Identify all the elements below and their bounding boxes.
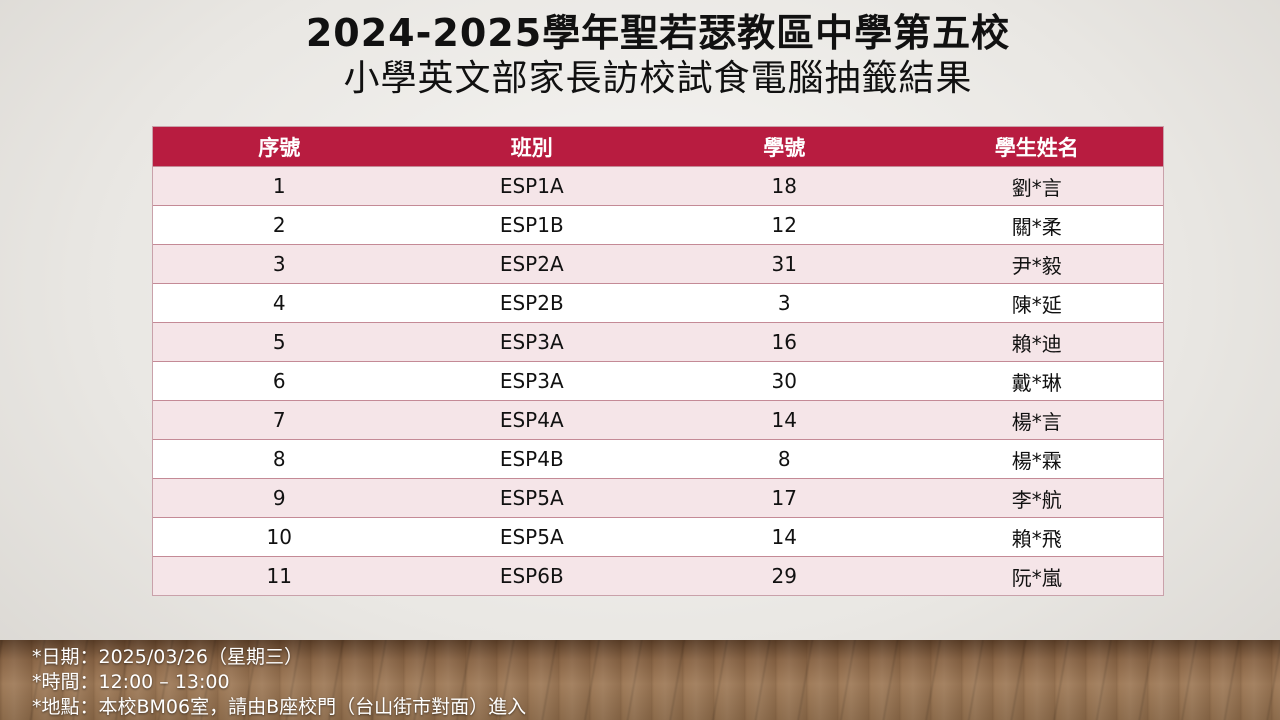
cell-student-number: 12 <box>658 205 911 245</box>
table-row: 9 ESP5A 17 李*航 <box>153 478 1163 518</box>
title-line-2: 小學英文部家長訪校試食電腦抽籤結果 <box>343 58 973 99</box>
table-row: 11 ESP6B 29 阮*嵐 <box>153 556 1163 595</box>
slide-title: 2024-2025學年聖若瑟教區中學第五校 小學英文部家長訪校試食電腦抽籤結果 <box>0 10 1280 102</box>
cell-student-number: 14 <box>658 400 911 440</box>
cell-student-number: 3 <box>658 283 911 323</box>
cell-class: ESP1B <box>405 205 658 245</box>
cell-student-number: 30 <box>658 361 911 401</box>
cell-student-name: 李*航 <box>910 478 1163 518</box>
event-date: *日期：2025/03/26（星期三） <box>32 646 304 668</box>
cell-student-number: 14 <box>658 517 911 557</box>
cell-serial: 8 <box>153 439 406 479</box>
cell-student-name: 阮*嵐 <box>910 556 1163 595</box>
header-student-number: 學號 <box>658 127 911 167</box>
cell-class: ESP2A <box>405 244 658 284</box>
cell-serial: 1 <box>153 166 406 206</box>
cell-student-name: 劉*言 <box>910 166 1163 206</box>
table-row: 2 ESP1B 12 關*柔 <box>153 205 1163 245</box>
cell-serial: 3 <box>153 244 406 284</box>
cell-serial: 4 <box>153 283 406 323</box>
header-serial-number: 序號 <box>153 127 406 167</box>
cell-student-name: 尹*毅 <box>910 244 1163 284</box>
table-row: 8 ESP4B 8 楊*霖 <box>153 439 1163 479</box>
cell-student-name: 戴*琳 <box>910 361 1163 401</box>
cell-class: ESP6B <box>405 556 658 595</box>
header-class: 班別 <box>405 127 658 167</box>
cell-student-name: 賴*迪 <box>910 322 1163 362</box>
cell-student-number: 8 <box>658 439 911 479</box>
cell-class: ESP1A <box>405 166 658 206</box>
table-row: 5 ESP3A 16 賴*迪 <box>153 322 1163 362</box>
cell-serial: 9 <box>153 478 406 518</box>
cell-serial: 6 <box>153 361 406 401</box>
cell-student-number: 29 <box>658 556 911 595</box>
table-header-row: 序號 班別 學號 學生姓名 <box>153 127 1163 167</box>
cell-serial: 11 <box>153 556 406 595</box>
cell-serial: 5 <box>153 322 406 362</box>
cell-student-number: 16 <box>658 322 911 362</box>
cell-serial: 7 <box>153 400 406 440</box>
results-table: 序號 班別 學號 學生姓名 1 ESP1A 18 劉*言 2 ESP1B 12 … <box>152 126 1164 596</box>
wood-floor-background <box>0 640 1280 720</box>
cell-student-name: 陳*延 <box>910 283 1163 323</box>
cell-student-number: 17 <box>658 478 911 518</box>
cell-class: ESP5A <box>405 478 658 518</box>
cell-class: ESP4B <box>405 439 658 479</box>
table-row: 1 ESP1A 18 劉*言 <box>153 166 1163 206</box>
table-row: 7 ESP4A 14 楊*言 <box>153 400 1163 440</box>
cell-serial: 2 <box>153 205 406 245</box>
header-student-name: 學生姓名 <box>910 127 1163 167</box>
title-line-1: 2024-2025學年聖若瑟教區中學第五校 <box>305 11 1011 55</box>
cell-class: ESP3A <box>405 361 658 401</box>
event-location: *地點：本校BM06室，請由B座校門（台山街市對面）進入 <box>32 696 527 718</box>
cell-class: ESP4A <box>405 400 658 440</box>
cell-student-name: 關*柔 <box>910 205 1163 245</box>
table-row: 10 ESP5A 14 賴*飛 <box>153 517 1163 557</box>
cell-student-name: 楊*霖 <box>910 439 1163 479</box>
event-info: *日期：2025/03/26（星期三） *時間：12:00 – 13:00 *地… <box>32 645 526 720</box>
cell-student-name: 賴*飛 <box>910 517 1163 557</box>
cell-class: ESP2B <box>405 283 658 323</box>
event-time: *時間：12:00 – 13:00 <box>32 671 230 693</box>
cell-serial: 10 <box>153 517 406 557</box>
cell-class: ESP5A <box>405 517 658 557</box>
cell-student-number: 31 <box>658 244 911 284</box>
cell-student-number: 18 <box>658 166 911 206</box>
table-row: 4 ESP2B 3 陳*延 <box>153 283 1163 323</box>
table-row: 3 ESP2A 31 尹*毅 <box>153 244 1163 284</box>
cell-student-name: 楊*言 <box>910 400 1163 440</box>
table-row: 6 ESP3A 30 戴*琳 <box>153 361 1163 401</box>
cell-class: ESP3A <box>405 322 658 362</box>
